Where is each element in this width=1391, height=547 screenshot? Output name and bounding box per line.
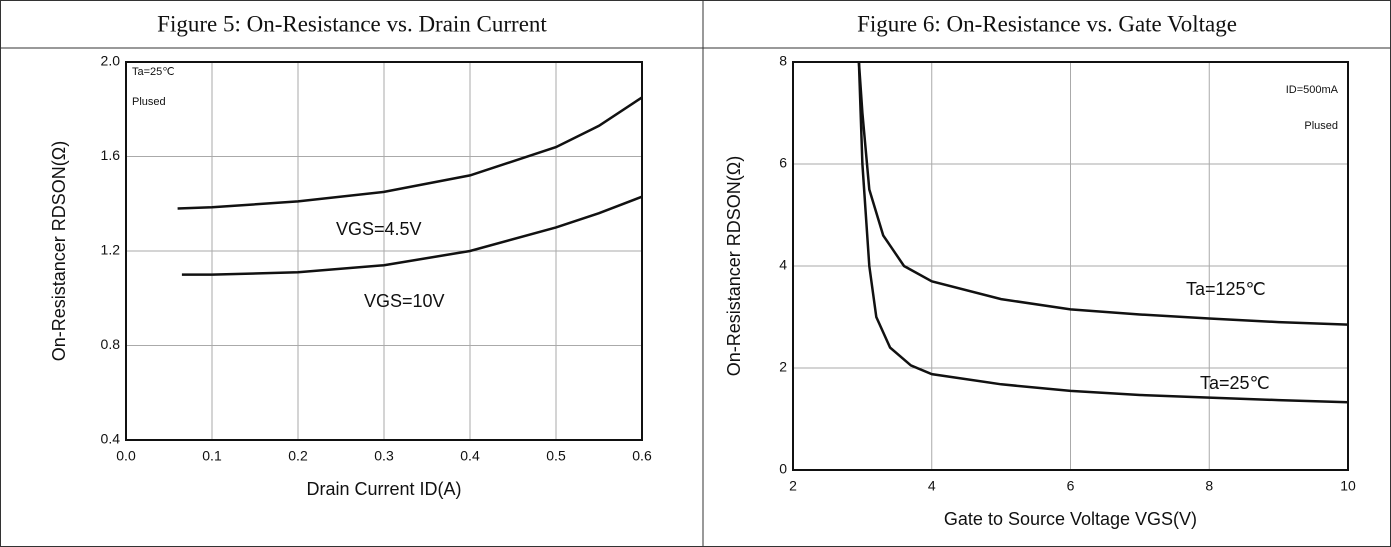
x-tick-label: 0.6 bbox=[632, 448, 652, 464]
x-tick-label: 0.2 bbox=[288, 448, 308, 464]
annotation: Ta=25℃ bbox=[132, 66, 175, 78]
page: Figure 5: On-Resistance vs. Drain Curren… bbox=[0, 0, 1391, 547]
series-line bbox=[178, 97, 642, 208]
x-tick-label: 0.4 bbox=[460, 448, 480, 464]
x-tick-label: 0.1 bbox=[202, 448, 222, 464]
x-tick-label: 0.5 bbox=[546, 448, 566, 464]
x-tick-label: 10 bbox=[1340, 478, 1356, 494]
x-axis-label: Drain Current ID(A) bbox=[306, 479, 461, 499]
y-tick-label: 0.4 bbox=[101, 431, 121, 447]
series-line bbox=[859, 62, 1348, 325]
series-label: VGS=4.5V bbox=[336, 219, 422, 239]
y-tick-label: 6 bbox=[779, 155, 787, 171]
x-tick-label: 0.3 bbox=[374, 448, 394, 464]
x-tick-label: 6 bbox=[1067, 478, 1075, 494]
y-tick-label: 1.6 bbox=[101, 147, 121, 163]
y-tick-label: 1.2 bbox=[101, 242, 121, 258]
y-axis-label: On-Resistancer RDSON(Ω) bbox=[724, 156, 744, 377]
series-line bbox=[859, 62, 1348, 402]
y-tick-label: 0.8 bbox=[101, 336, 121, 352]
series-label: Ta=125℃ bbox=[1186, 279, 1266, 299]
x-tick-label: 4 bbox=[928, 478, 936, 494]
chart-title: Figure 6: On-Resistance vs. Gate Voltage bbox=[857, 11, 1237, 36]
annotation: ID=500mA bbox=[1286, 84, 1339, 96]
chart-title: Figure 5: On-Resistance vs. Drain Curren… bbox=[157, 11, 547, 36]
y-tick-label: 4 bbox=[779, 257, 787, 273]
series-label: Ta=25℃ bbox=[1200, 373, 1270, 393]
annotation: Plused bbox=[1304, 120, 1338, 132]
y-tick-label: 2.0 bbox=[101, 53, 121, 69]
series-label: VGS=10V bbox=[364, 291, 445, 311]
y-tick-label: 2 bbox=[779, 359, 787, 375]
annotation: Plused bbox=[132, 96, 166, 108]
x-axis-label: Gate to Source Voltage VGS(V) bbox=[944, 509, 1197, 529]
x-tick-label: 8 bbox=[1205, 478, 1213, 494]
x-tick-label: 2 bbox=[789, 478, 797, 494]
x-tick-label: 0.0 bbox=[116, 448, 136, 464]
y-axis-label: On-Resistancer RDSON(Ω) bbox=[49, 141, 69, 362]
y-tick-label: 8 bbox=[779, 53, 787, 69]
y-tick-label: 0 bbox=[779, 461, 787, 477]
